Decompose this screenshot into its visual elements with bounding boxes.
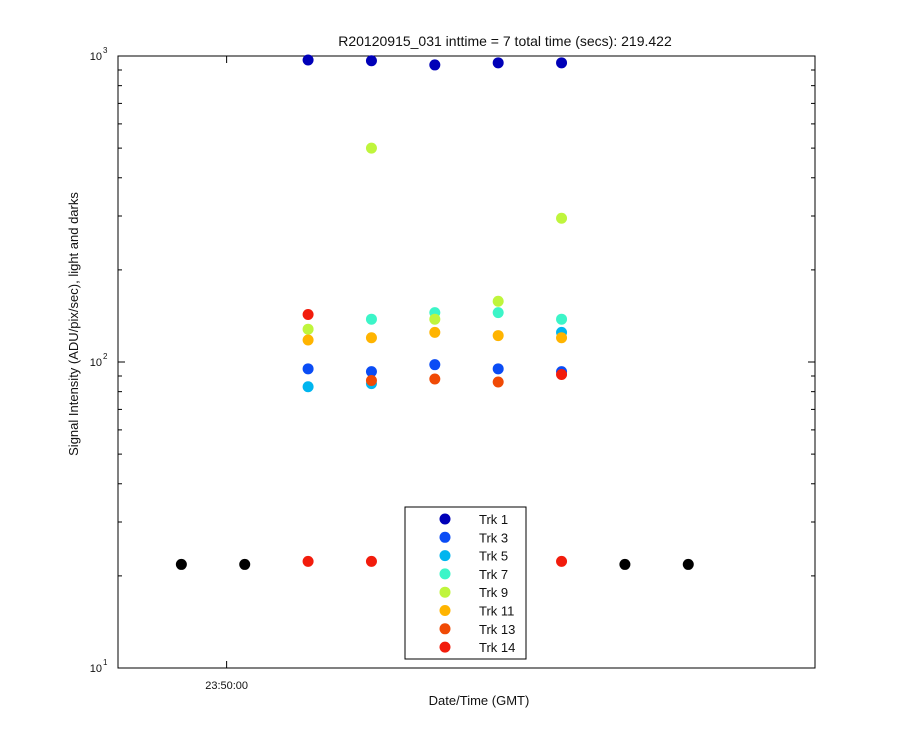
data-point	[302, 308, 314, 320]
data-point	[429, 313, 441, 325]
legend-label: Trk 11	[479, 604, 514, 619]
data-point	[429, 373, 441, 385]
data-point	[492, 363, 504, 375]
data-point	[492, 295, 504, 307]
legend-items: Trk 1 Trk 3 Trk 5 Trk 7 Trk 9 Trk 11 Trk 13 Trk…	[439, 512, 515, 655]
data-point	[619, 558, 631, 570]
data-point	[239, 558, 251, 570]
data-point	[302, 323, 314, 335]
data-point	[429, 326, 441, 338]
legend-box	[404, 506, 527, 660]
data-point	[365, 555, 377, 567]
y-tick-label: 10	[90, 663, 102, 675]
y-axis-label: Signal Intensity (ADU/pix/sec), light an…	[66, 192, 81, 456]
data-points	[175, 54, 694, 570]
data-point	[365, 366, 377, 378]
legend-marker	[439, 550, 451, 562]
data-point	[556, 212, 568, 224]
data-point	[492, 307, 504, 319]
data-point	[302, 54, 314, 66]
y-tick-exponent: 3	[103, 46, 108, 55]
y-tick-exponent: 1	[103, 658, 108, 667]
data-point	[365, 142, 377, 154]
data-point	[302, 381, 314, 393]
legend-label: Trk 9	[479, 585, 508, 600]
data-point	[492, 376, 504, 388]
data-point	[302, 334, 314, 346]
data-point	[682, 558, 694, 570]
chart-title: R20120915_031 inttime = 7 total time (se…	[338, 33, 672, 49]
legend-marker	[439, 513, 451, 525]
y-tick-label: 10	[90, 357, 102, 369]
data-point	[556, 313, 568, 325]
y-tick-label: 10	[90, 51, 102, 63]
data-point	[429, 59, 441, 71]
x-tick-label: 23:50:00	[205, 680, 248, 692]
data-point	[302, 555, 314, 567]
legend-marker	[439, 641, 451, 653]
data-point	[302, 363, 314, 375]
y-tick-exponent: 2	[103, 352, 108, 361]
x-axis-label: Date/Time (GMT)	[429, 693, 530, 708]
legend-label: Trk 14	[479, 640, 515, 655]
legend-marker	[439, 605, 451, 616]
data-point	[492, 330, 504, 342]
legend: Trk 1 Trk 3 Trk 5 Trk 7 Trk 9 Trk 11 Trk 13 Trk…	[404, 506, 527, 660]
legend-label: Trk 7	[479, 567, 508, 582]
data-point	[556, 57, 568, 69]
data-point	[492, 57, 504, 69]
legend-marker	[439, 586, 451, 598]
legend-label: Trk 13	[479, 622, 515, 637]
data-point	[556, 369, 568, 381]
legend-marker	[439, 623, 451, 635]
data-point	[175, 558, 187, 570]
legend-marker	[439, 568, 451, 580]
data-point	[365, 332, 377, 344]
data-point	[365, 55, 377, 67]
data-point	[429, 359, 441, 371]
legend-label: Trk 3	[479, 530, 508, 545]
legend-label: Trk 5	[479, 549, 508, 564]
legend-label: Trk 1	[479, 512, 508, 527]
data-point	[365, 375, 377, 387]
data-point	[556, 555, 568, 567]
legend-marker	[439, 531, 451, 543]
data-point	[365, 313, 377, 325]
data-point	[556, 332, 568, 344]
